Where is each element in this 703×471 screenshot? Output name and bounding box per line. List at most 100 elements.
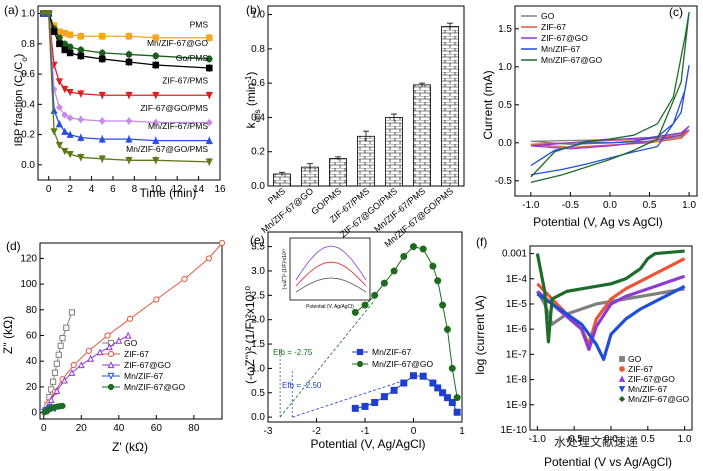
series-label: Mn/ZIF-67@GO/PMS bbox=[126, 144, 208, 154]
data-point bbox=[439, 301, 447, 309]
data-point bbox=[56, 40, 63, 48]
data-point bbox=[448, 364, 456, 372]
panel-d-xlabel: Z' (kΩ) bbox=[112, 440, 148, 454]
data-point bbox=[53, 387, 61, 394]
y-tick-label: 2.0 bbox=[251, 315, 265, 326]
y-tick-label: 0.5 bbox=[498, 100, 512, 111]
data-point bbox=[55, 120, 64, 128]
series-label: Mn/ZIF-67/PMS bbox=[148, 121, 208, 131]
legend-marker bbox=[356, 348, 364, 356]
data-point bbox=[61, 40, 69, 48]
data-point bbox=[380, 393, 388, 401]
data-point bbox=[61, 46, 69, 54]
x-tick-label: 40 bbox=[113, 423, 125, 434]
panel-f-letter: (f) bbox=[476, 235, 487, 249]
panel-e-ylabel: (-ωZ'')² (1/F)²x10¹⁰ bbox=[243, 286, 257, 384]
data-point bbox=[205, 255, 212, 262]
y-tick-label: 0.4 bbox=[251, 112, 265, 123]
data-point bbox=[55, 141, 64, 150]
legend-label: Mn/ZIF-67@GO bbox=[124, 382, 185, 392]
data-point bbox=[55, 103, 63, 111]
data-point bbox=[50, 106, 58, 114]
x-tick-label: 60 bbox=[151, 423, 163, 434]
data-point bbox=[68, 369, 76, 376]
y-tick-label: 1E-5 bbox=[506, 299, 528, 310]
x-tick-label: -0.5 bbox=[562, 200, 580, 211]
y-tick-label: 1E-6 bbox=[506, 324, 528, 335]
x-tick-label: 0.0 bbox=[603, 200, 617, 211]
y-tick-label: 120 bbox=[20, 253, 37, 264]
panel-d: 0 20 40 60 80 0 20 40 60 80 100 120 GOZIF-67ZIF-67@G… bbox=[20, 239, 226, 434]
legend-label: ZIF-67 bbox=[628, 364, 653, 374]
x-tick-label: -1.0 bbox=[522, 200, 540, 211]
panel-f: -1.0 -0.5 0.0 0.5 1.0 0.001 1E-4 1E-5 1E-6 1E-7 1E… bbox=[500, 245, 693, 445]
legend-label: GO bbox=[124, 338, 138, 348]
panel-a-xlabel: Time (min) bbox=[140, 186, 197, 200]
watermark-text: 水处理文献速递 bbox=[554, 434, 638, 449]
data-point bbox=[419, 245, 427, 253]
data-point bbox=[429, 262, 437, 270]
y-tick-label: 40 bbox=[26, 356, 38, 367]
data-point bbox=[50, 128, 58, 136]
y-tick-label: 0.8 bbox=[21, 39, 35, 50]
y-tick-label: 1.0 bbox=[21, 9, 35, 20]
x-tick-label: 0.0 bbox=[604, 434, 618, 445]
data-point bbox=[87, 354, 95, 362]
data-point bbox=[45, 10, 53, 18]
efb-green-label: Efb = -2.75 bbox=[273, 348, 313, 357]
legend-marker bbox=[618, 386, 626, 393]
data-point bbox=[429, 379, 437, 387]
x-tick-label: 4 bbox=[89, 184, 95, 195]
data-point bbox=[434, 277, 442, 285]
inset-ylabel: (-ωZ'')² (1/F)²x10¹⁰ bbox=[282, 249, 288, 290]
tafel-curve bbox=[535, 249, 685, 344]
data-point bbox=[66, 114, 74, 122]
x-tick-label: 0.5 bbox=[643, 200, 657, 211]
data-point bbox=[371, 399, 379, 407]
bar bbox=[357, 135, 375, 187]
panel-f-ylabel: log (current \A) bbox=[473, 295, 487, 374]
data-point bbox=[59, 402, 66, 409]
series-label: ZIF-67@GO/PMS bbox=[140, 103, 208, 113]
y-tick-label: 1.0 bbox=[251, 10, 265, 21]
x-tick-label: -2 bbox=[312, 426, 321, 437]
panel-b-letter: (b) bbox=[246, 3, 261, 17]
cv-curve bbox=[530, 11, 690, 183]
panel-b: 0.00.20.40.60.81.0PMSMn/ZIF-67@GOGO/PMSZ… bbox=[251, 5, 465, 249]
tafel-curve bbox=[536, 257, 686, 346]
x-tick-label: 2 bbox=[67, 184, 73, 195]
x-tick-label: -3 bbox=[264, 426, 273, 437]
data-point bbox=[380, 279, 388, 287]
bar bbox=[385, 117, 403, 187]
y-tick-label: 0.0 bbox=[251, 412, 265, 423]
panel-c: -1.0 -0.5 0.0 0.5 1.0-0.50.00.51.01.5GOZIF-6… bbox=[495, 5, 698, 211]
panel-d-letter: (d) bbox=[6, 239, 21, 253]
data-point bbox=[371, 291, 379, 299]
data-point bbox=[66, 150, 74, 159]
y-tick-label: 1E-4 bbox=[506, 274, 528, 285]
legend-label: Mn/ZIF-67@GO bbox=[541, 55, 602, 65]
bar bbox=[413, 84, 431, 187]
data-point bbox=[61, 85, 69, 94]
legend-marker bbox=[618, 375, 626, 382]
inset-xlabel: Potential (V, Ag/AgCl) bbox=[306, 304, 354, 310]
inset-curve bbox=[295, 245, 367, 281]
panel-f-xlabel: Potential (V vs Ag/AgCl) bbox=[544, 455, 672, 469]
legend-label: GO bbox=[628, 354, 642, 364]
y-tick-label: -0.5 bbox=[495, 176, 513, 187]
data-point bbox=[55, 351, 62, 358]
legend-label: ZIF-67 bbox=[541, 22, 566, 32]
data-point bbox=[57, 342, 64, 349]
legend-marker bbox=[107, 372, 115, 380]
legend-label: ZIF-67@GO bbox=[628, 374, 675, 384]
legend-label: Mn/ZIF-67@GO bbox=[372, 359, 433, 369]
y-tick-label: 0.6 bbox=[21, 69, 35, 80]
data-point bbox=[66, 43, 74, 51]
data-point bbox=[68, 309, 75, 316]
y-tick-label: 0.8 bbox=[251, 44, 265, 55]
panel-c-letter: (c) bbox=[669, 5, 683, 19]
data-point bbox=[59, 334, 66, 342]
data-point bbox=[96, 348, 104, 356]
data-point bbox=[448, 399, 456, 407]
y-tick-label: 0 bbox=[31, 408, 37, 419]
